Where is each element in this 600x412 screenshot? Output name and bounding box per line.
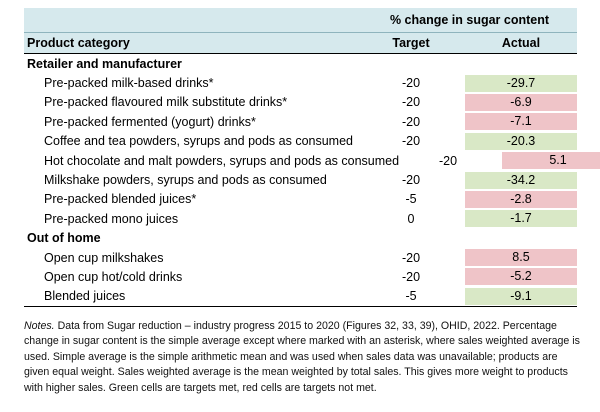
- cell-actual: -2.8: [465, 190, 577, 208]
- sugar-table: % change in sugar content Product catego…: [24, 8, 600, 308]
- cell-category: Blended juices: [44, 289, 126, 304]
- table-row: Pre-packed mono juices 0 -1.7: [24, 209, 577, 228]
- col-header-category: Product category: [27, 36, 130, 50]
- cell-target: -20: [401, 76, 421, 91]
- group-title: Retailer and manufacturer: [27, 56, 182, 71]
- cell-category: Pre-packed fermented (yogurt) drinks*: [44, 114, 256, 129]
- cell-category: Open cup milkshakes: [44, 250, 164, 265]
- table-row: Pre-packed flavoured milk substitute dri…: [24, 93, 577, 112]
- table-row: Coffee and tea powders, syrups and pods …: [24, 132, 577, 151]
- cell-category: Open cup hot/cold drinks: [44, 269, 183, 284]
- cell-target: -20: [401, 269, 421, 284]
- group-title: Out of home: [27, 231, 101, 246]
- table-row: Blended juices -5 -9.1: [24, 287, 577, 308]
- table-row: Pre-packed milk-based drinks* -20 -29.7: [24, 73, 577, 92]
- col-header-target: Target: [392, 36, 430, 50]
- table-column-header: Product category Target Actual: [24, 32, 577, 54]
- group-header-row: Retailer and manufacturer: [24, 54, 577, 73]
- notes-label: Notes.: [24, 320, 55, 332]
- cell-actual: -5.2: [465, 268, 577, 286]
- group-header-row: Out of home: [24, 229, 577, 248]
- cell-target: -20: [401, 173, 421, 188]
- table-row: Pre-packed blended juices* -5 -2.8: [24, 190, 577, 209]
- cell-actual: -20.3: [465, 132, 577, 150]
- cell-target: -5: [405, 192, 417, 207]
- cell-target: -20: [401, 250, 421, 265]
- cell-actual: 8.5: [465, 249, 577, 267]
- cell-category: Pre-packed flavoured milk substitute dri…: [44, 95, 288, 110]
- col-header-actual: Actual: [501, 35, 541, 50]
- cell-actual: -34.2: [465, 171, 577, 189]
- table-row: Pre-packed fermented (yogurt) drinks* -20…: [24, 112, 577, 131]
- table-row: Open cup hot/cold drinks -20 -5.2: [24, 267, 577, 286]
- notes-text: Data from Sugar reduction – industry pro…: [24, 320, 580, 394]
- cell-category: Pre-packed blended juices*: [44, 192, 197, 207]
- cell-actual: -9.1: [465, 287, 577, 305]
- cell-category: Coffee and tea powders, syrups and pods …: [44, 134, 353, 149]
- cell-target: -20: [401, 134, 421, 149]
- cell-category: Milkshake powders, syrups and pods as co…: [44, 173, 327, 188]
- cell-actual: 5.1: [502, 152, 600, 170]
- span-header-title: % change in sugar content: [389, 13, 550, 27]
- cell-target: -20: [401, 95, 421, 110]
- table-span-header: % change in sugar content: [24, 8, 577, 32]
- cell-target: -5: [405, 289, 417, 304]
- cell-category: Pre-packed mono juices: [44, 211, 179, 226]
- cell-target: -20: [439, 153, 458, 168]
- cell-actual: -6.9: [465, 93, 577, 111]
- cell-actual: -29.7: [465, 74, 577, 92]
- cell-target: -20: [401, 114, 421, 129]
- cell-target: 0: [407, 211, 415, 226]
- table-body: Retailer and manufacturer Pre-packed milk…: [24, 54, 600, 308]
- table-row: Hot chocolate and malt powders, syrups a…: [24, 151, 600, 170]
- cell-category: Hot chocolate and malt powders, syrups a…: [44, 153, 400, 168]
- table-row: Milkshake powders, syrups and pods as co…: [24, 170, 577, 189]
- cell-category: Pre-packed milk-based drinks*: [44, 76, 214, 91]
- table-row: Open cup milkshakes -20 8.5: [24, 248, 577, 267]
- cell-actual: -7.1: [465, 113, 577, 131]
- table-notes: Notes. Data from Sugar reduction – indus…: [24, 319, 580, 396]
- cell-actual: -1.7: [465, 210, 577, 228]
